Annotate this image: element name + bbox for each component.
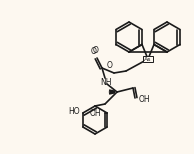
Text: O: O — [93, 46, 99, 55]
Text: HO: HO — [68, 107, 80, 116]
Text: O: O — [106, 61, 112, 70]
Text: As: As — [144, 57, 152, 61]
Text: OH: OH — [139, 95, 151, 105]
Text: NH: NH — [100, 77, 112, 87]
Text: OH: OH — [89, 109, 101, 118]
Text: O: O — [91, 47, 97, 56]
